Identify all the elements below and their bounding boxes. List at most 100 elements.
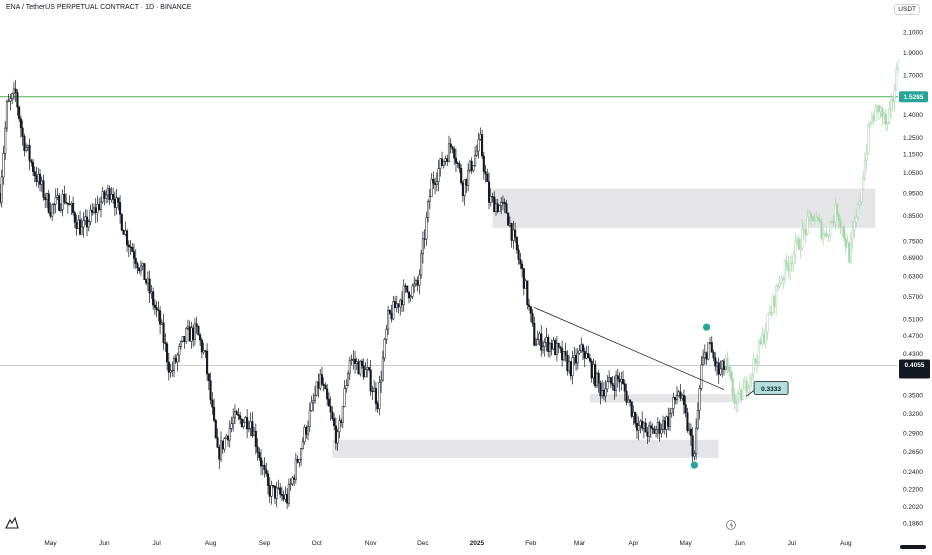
- candle: [399, 299, 402, 308]
- candle: [258, 452, 261, 459]
- y-tick-label: 0.3200: [903, 411, 923, 418]
- candle: [489, 196, 492, 203]
- x-tick-label: Nov: [365, 540, 377, 547]
- candle: [468, 160, 471, 171]
- candle: [178, 346, 181, 356]
- candle: [223, 438, 226, 450]
- candle: [172, 357, 176, 371]
- candle: [705, 352, 708, 360]
- candle: [199, 334, 202, 341]
- candle: [409, 296, 412, 299]
- candle: [226, 435, 230, 441]
- candle: [312, 400, 315, 403]
- projection-candle: [869, 122, 872, 127]
- projection-candle: [855, 216, 858, 223]
- candle: [550, 343, 553, 350]
- candle: [282, 495, 285, 500]
- candle: [568, 361, 571, 372]
- candle: [166, 343, 169, 363]
- projection-candle: [764, 332, 767, 343]
- candle: [547, 336, 550, 352]
- candle: [331, 411, 334, 419]
- candle: [712, 352, 715, 359]
- currency-label[interactable]: USDT: [894, 4, 920, 15]
- candle: [533, 322, 536, 346]
- candle: [623, 383, 626, 392]
- candle: [329, 405, 332, 413]
- candle: [621, 378, 625, 384]
- x-tick-label: Jul: [152, 540, 161, 547]
- candle: [240, 418, 243, 428]
- projection-candle: [836, 204, 839, 215]
- candle: [333, 418, 336, 427]
- projection-candle: [809, 213, 813, 217]
- projection-candle: [820, 221, 823, 239]
- candle: [279, 487, 282, 495]
- candle: [214, 420, 217, 438]
- candle: [155, 307, 158, 310]
- projection-candle: [762, 334, 766, 343]
- candle: [186, 326, 190, 329]
- candle: [284, 493, 287, 500]
- projection-candle: [816, 217, 819, 220]
- candle: [152, 291, 155, 306]
- candle: [521, 263, 524, 269]
- y-tick-label: 0.8500: [903, 213, 923, 220]
- candle: [45, 193, 49, 200]
- candle: [707, 342, 710, 360]
- projection-candle: [802, 228, 806, 231]
- candle: [353, 358, 357, 364]
- candle: [400, 299, 404, 305]
- projection-candle: [811, 216, 814, 221]
- candle: [70, 203, 73, 206]
- candle: [181, 336, 184, 342]
- candle: [449, 143, 452, 148]
- candle: [677, 391, 680, 396]
- candle: [127, 244, 130, 248]
- projection-candle: [822, 234, 825, 239]
- projection-candle: [736, 393, 739, 404]
- candle: [665, 416, 668, 430]
- candle: [89, 209, 92, 222]
- candle: [371, 390, 374, 393]
- x-tick-label: Apr: [628, 540, 639, 547]
- candle: [554, 340, 557, 355]
- candle: [583, 351, 586, 359]
- candle: [273, 485, 277, 499]
- projection-candle: [757, 340, 760, 364]
- candle: [197, 326, 200, 336]
- candle: [628, 399, 632, 403]
- candle: [672, 397, 675, 409]
- candle: [531, 313, 534, 324]
- projection-candle: [796, 238, 799, 242]
- candle: [674, 397, 677, 400]
- candle: [557, 343, 560, 348]
- candle: [460, 168, 463, 184]
- candle: [679, 391, 682, 399]
- projection-candle: [853, 222, 856, 231]
- candle: [317, 381, 320, 389]
- candle: [590, 360, 593, 379]
- candle: [475, 150, 478, 156]
- candle: [52, 203, 55, 206]
- candle: [710, 342, 713, 353]
- candle: [79, 219, 82, 235]
- candle: [367, 367, 370, 371]
- candle: [416, 280, 419, 286]
- projection-candle: [752, 358, 755, 375]
- candle: [132, 251, 136, 259]
- candle: [47, 193, 50, 213]
- candle: [536, 339, 539, 345]
- projection-candle: [789, 263, 792, 271]
- candle: [61, 194, 64, 210]
- candle: [160, 322, 163, 325]
- candle: [108, 188, 111, 200]
- candle: [501, 201, 504, 204]
- projection-candle: [830, 221, 833, 223]
- candle: [446, 158, 449, 162]
- projection-candle: [799, 247, 802, 250]
- projection-candle: [747, 387, 750, 393]
- candle: [543, 342, 546, 347]
